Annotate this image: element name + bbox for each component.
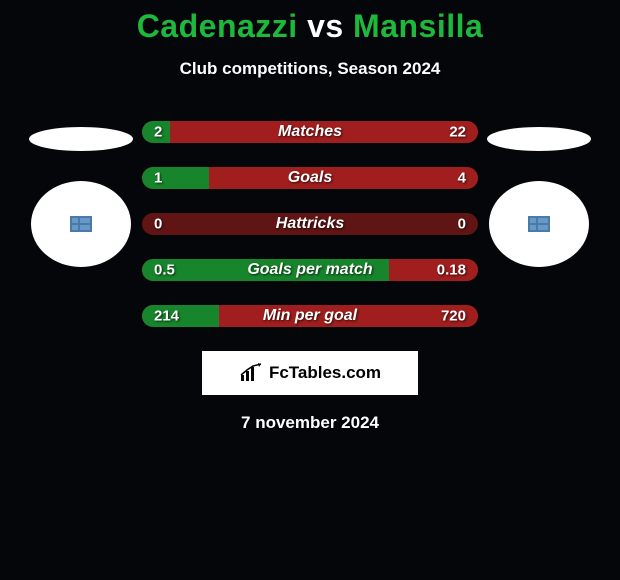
placeholder-icon bbox=[70, 216, 92, 232]
page-title: Cadenazzi vs Mansilla bbox=[0, 8, 620, 45]
avatar-right bbox=[489, 181, 589, 267]
bar-label: Min per goal bbox=[263, 307, 357, 325]
bar-left-value: 214 bbox=[154, 308, 179, 325]
bar-left-value: 0 bbox=[154, 216, 162, 233]
bar-label: Goals bbox=[288, 169, 332, 187]
comparison-bars: 2 Matches 22 1 Goals 4 0 Hattricks 0 bbox=[136, 121, 484, 327]
subtitle: Club competitions, Season 2024 bbox=[0, 59, 620, 79]
bar-row: 1 Goals 4 bbox=[142, 167, 478, 189]
chart-icon bbox=[239, 363, 263, 383]
bar-right-value: 0 bbox=[458, 216, 466, 233]
team-badge-left bbox=[29, 127, 133, 151]
main: 2 Matches 22 1 Goals 4 0 Hattricks 0 bbox=[0, 121, 620, 327]
bar-left-value: 0.5 bbox=[154, 262, 175, 279]
bar-label: Goals per match bbox=[247, 261, 372, 279]
bar-row: 0 Hattricks 0 bbox=[142, 213, 478, 235]
bar-right-value: 4 bbox=[458, 170, 466, 187]
bar-left-value: 1 bbox=[154, 170, 162, 187]
brand-badge: FcTables.com bbox=[202, 351, 418, 395]
bar-left-value: 2 bbox=[154, 124, 162, 141]
avatar-left bbox=[31, 181, 131, 267]
bar-right-fill bbox=[209, 167, 478, 189]
date-label: 7 november 2024 bbox=[0, 413, 620, 433]
title-vs: vs bbox=[307, 8, 344, 44]
bar-row: 0.5 Goals per match 0.18 bbox=[142, 259, 478, 281]
title-player1: Cadenazzi bbox=[137, 8, 298, 44]
bar-right-value: 22 bbox=[449, 124, 466, 141]
bar-label: Hattricks bbox=[276, 215, 344, 233]
bar-row: 214 Min per goal 720 bbox=[142, 305, 478, 327]
team-badge-right bbox=[487, 127, 591, 151]
root: Cadenazzi vs Mansilla Club competitions,… bbox=[0, 0, 620, 433]
bar-right-value: 0.18 bbox=[437, 262, 466, 279]
brand-text: FcTables.com bbox=[269, 363, 381, 383]
left-side bbox=[26, 121, 136, 267]
placeholder-icon bbox=[528, 216, 550, 232]
title-player2: Mansilla bbox=[353, 8, 483, 44]
bar-row: 2 Matches 22 bbox=[142, 121, 478, 143]
bar-left-fill bbox=[142, 167, 209, 189]
bar-right-value: 720 bbox=[441, 308, 466, 325]
bar-label: Matches bbox=[278, 123, 342, 141]
right-side bbox=[484, 121, 594, 267]
